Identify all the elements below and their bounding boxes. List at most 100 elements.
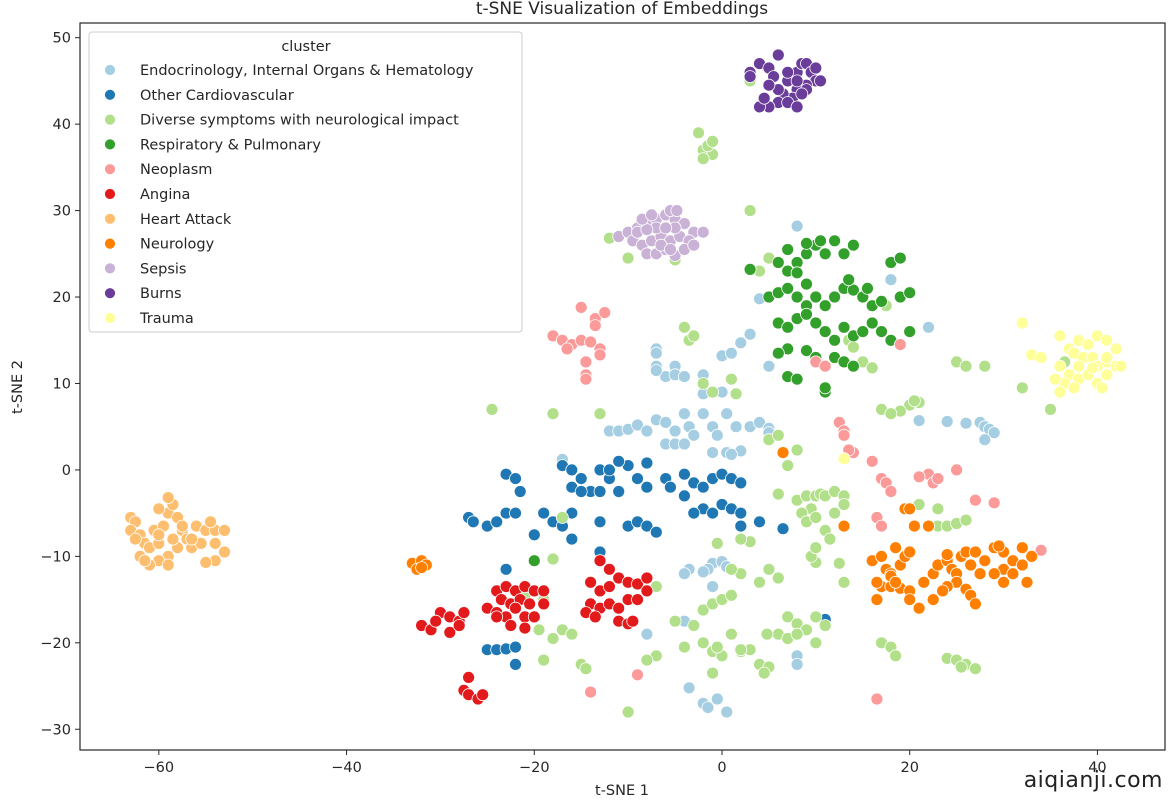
data-point bbox=[790, 100, 804, 114]
data-point bbox=[678, 370, 691, 384]
legend-label: Heart Attack bbox=[140, 212, 232, 228]
data-point bbox=[527, 528, 541, 542]
y-tick-label: 30 bbox=[53, 204, 71, 220]
data-point bbox=[706, 446, 719, 460]
data-point bbox=[832, 556, 846, 570]
data-point bbox=[795, 87, 809, 101]
data-point bbox=[903, 593, 917, 606]
data-point bbox=[1006, 567, 1020, 581]
legend-label: Sepsis bbox=[140, 261, 186, 277]
data-point bbox=[696, 636, 710, 650]
data-point bbox=[649, 525, 663, 539]
data-point bbox=[579, 372, 593, 386]
legend-marker bbox=[104, 237, 116, 250]
data-point bbox=[969, 545, 982, 559]
data-point bbox=[565, 532, 579, 546]
data-point bbox=[734, 532, 748, 546]
data-point bbox=[1048, 372, 1062, 386]
data-point bbox=[790, 219, 804, 233]
data-point bbox=[1053, 329, 1067, 343]
data-point bbox=[828, 506, 841, 520]
data-point bbox=[678, 320, 691, 334]
data-point bbox=[790, 74, 804, 88]
data-point bbox=[959, 359, 973, 373]
data-point bbox=[884, 273, 898, 287]
data-point bbox=[889, 649, 902, 663]
data-point bbox=[560, 342, 574, 356]
data-point bbox=[992, 539, 1006, 553]
data-point bbox=[1114, 359, 1128, 373]
data-point bbox=[593, 554, 607, 568]
data-point bbox=[790, 372, 804, 386]
data-point bbox=[875, 550, 888, 563]
data-point bbox=[466, 515, 480, 529]
data-point bbox=[603, 562, 616, 576]
data-point bbox=[931, 502, 945, 516]
data-point bbox=[631, 472, 644, 486]
data-point bbox=[800, 307, 813, 321]
data-point bbox=[546, 632, 560, 645]
legend-item: Other Cardiovascular bbox=[104, 88, 294, 104]
legend-label: Respiratory & Pulmonary bbox=[140, 137, 321, 153]
data-point bbox=[837, 320, 851, 334]
data-point bbox=[828, 290, 841, 304]
legend-label: Burns bbox=[140, 286, 182, 302]
data-point bbox=[856, 325, 870, 339]
data-point bbox=[903, 545, 917, 559]
data-point bbox=[884, 407, 898, 421]
data-point bbox=[828, 333, 841, 347]
data-point bbox=[527, 610, 541, 624]
legend-item: Neurology bbox=[104, 237, 215, 253]
data-point bbox=[903, 502, 917, 516]
y-axis: −30 −20 −10 0 10 20 30 40 50 bbox=[40, 31, 80, 738]
data-point bbox=[696, 565, 710, 579]
data-point bbox=[645, 208, 658, 222]
data-point bbox=[443, 626, 457, 639]
data-point bbox=[781, 65, 795, 79]
data-point bbox=[762, 359, 776, 373]
data-point bbox=[771, 346, 785, 360]
data-point bbox=[640, 627, 654, 641]
data-point bbox=[790, 266, 804, 280]
data-point bbox=[161, 491, 175, 505]
data-point bbox=[603, 463, 616, 477]
data-point bbox=[809, 290, 823, 304]
data-point bbox=[509, 640, 522, 654]
data-point bbox=[1081, 338, 1095, 352]
data-point bbox=[706, 134, 719, 148]
data-point bbox=[664, 243, 677, 256]
data-point bbox=[987, 567, 1001, 581]
data-point bbox=[678, 489, 691, 503]
data-point bbox=[208, 537, 222, 550]
data-point bbox=[499, 562, 513, 576]
data-point bbox=[837, 519, 851, 533]
data-point bbox=[973, 567, 987, 581]
data-point bbox=[710, 537, 724, 550]
data-point bbox=[818, 299, 832, 313]
data-point bbox=[1067, 381, 1081, 395]
data-point bbox=[889, 575, 902, 589]
legend-label: Neurology bbox=[140, 237, 215, 253]
data-point bbox=[837, 428, 851, 442]
data-point bbox=[870, 575, 884, 589]
data-point bbox=[706, 506, 719, 520]
plot-frame bbox=[79, 22, 1166, 751]
data-point bbox=[556, 511, 569, 524]
data-point bbox=[1100, 351, 1114, 364]
data-point bbox=[687, 506, 701, 520]
data-point bbox=[696, 480, 710, 494]
data-point bbox=[922, 320, 935, 334]
data-point bbox=[706, 580, 719, 593]
data-point bbox=[771, 48, 785, 62]
data-point bbox=[969, 662, 982, 676]
legend-title: cluster bbox=[281, 39, 330, 55]
legend-label: Neoplasm bbox=[140, 162, 212, 178]
data-point bbox=[166, 532, 180, 546]
data-point bbox=[800, 277, 813, 291]
data-point bbox=[940, 548, 954, 561]
data-point bbox=[734, 643, 748, 657]
data-point bbox=[847, 238, 860, 252]
data-point bbox=[776, 522, 790, 536]
data-point bbox=[152, 502, 166, 516]
